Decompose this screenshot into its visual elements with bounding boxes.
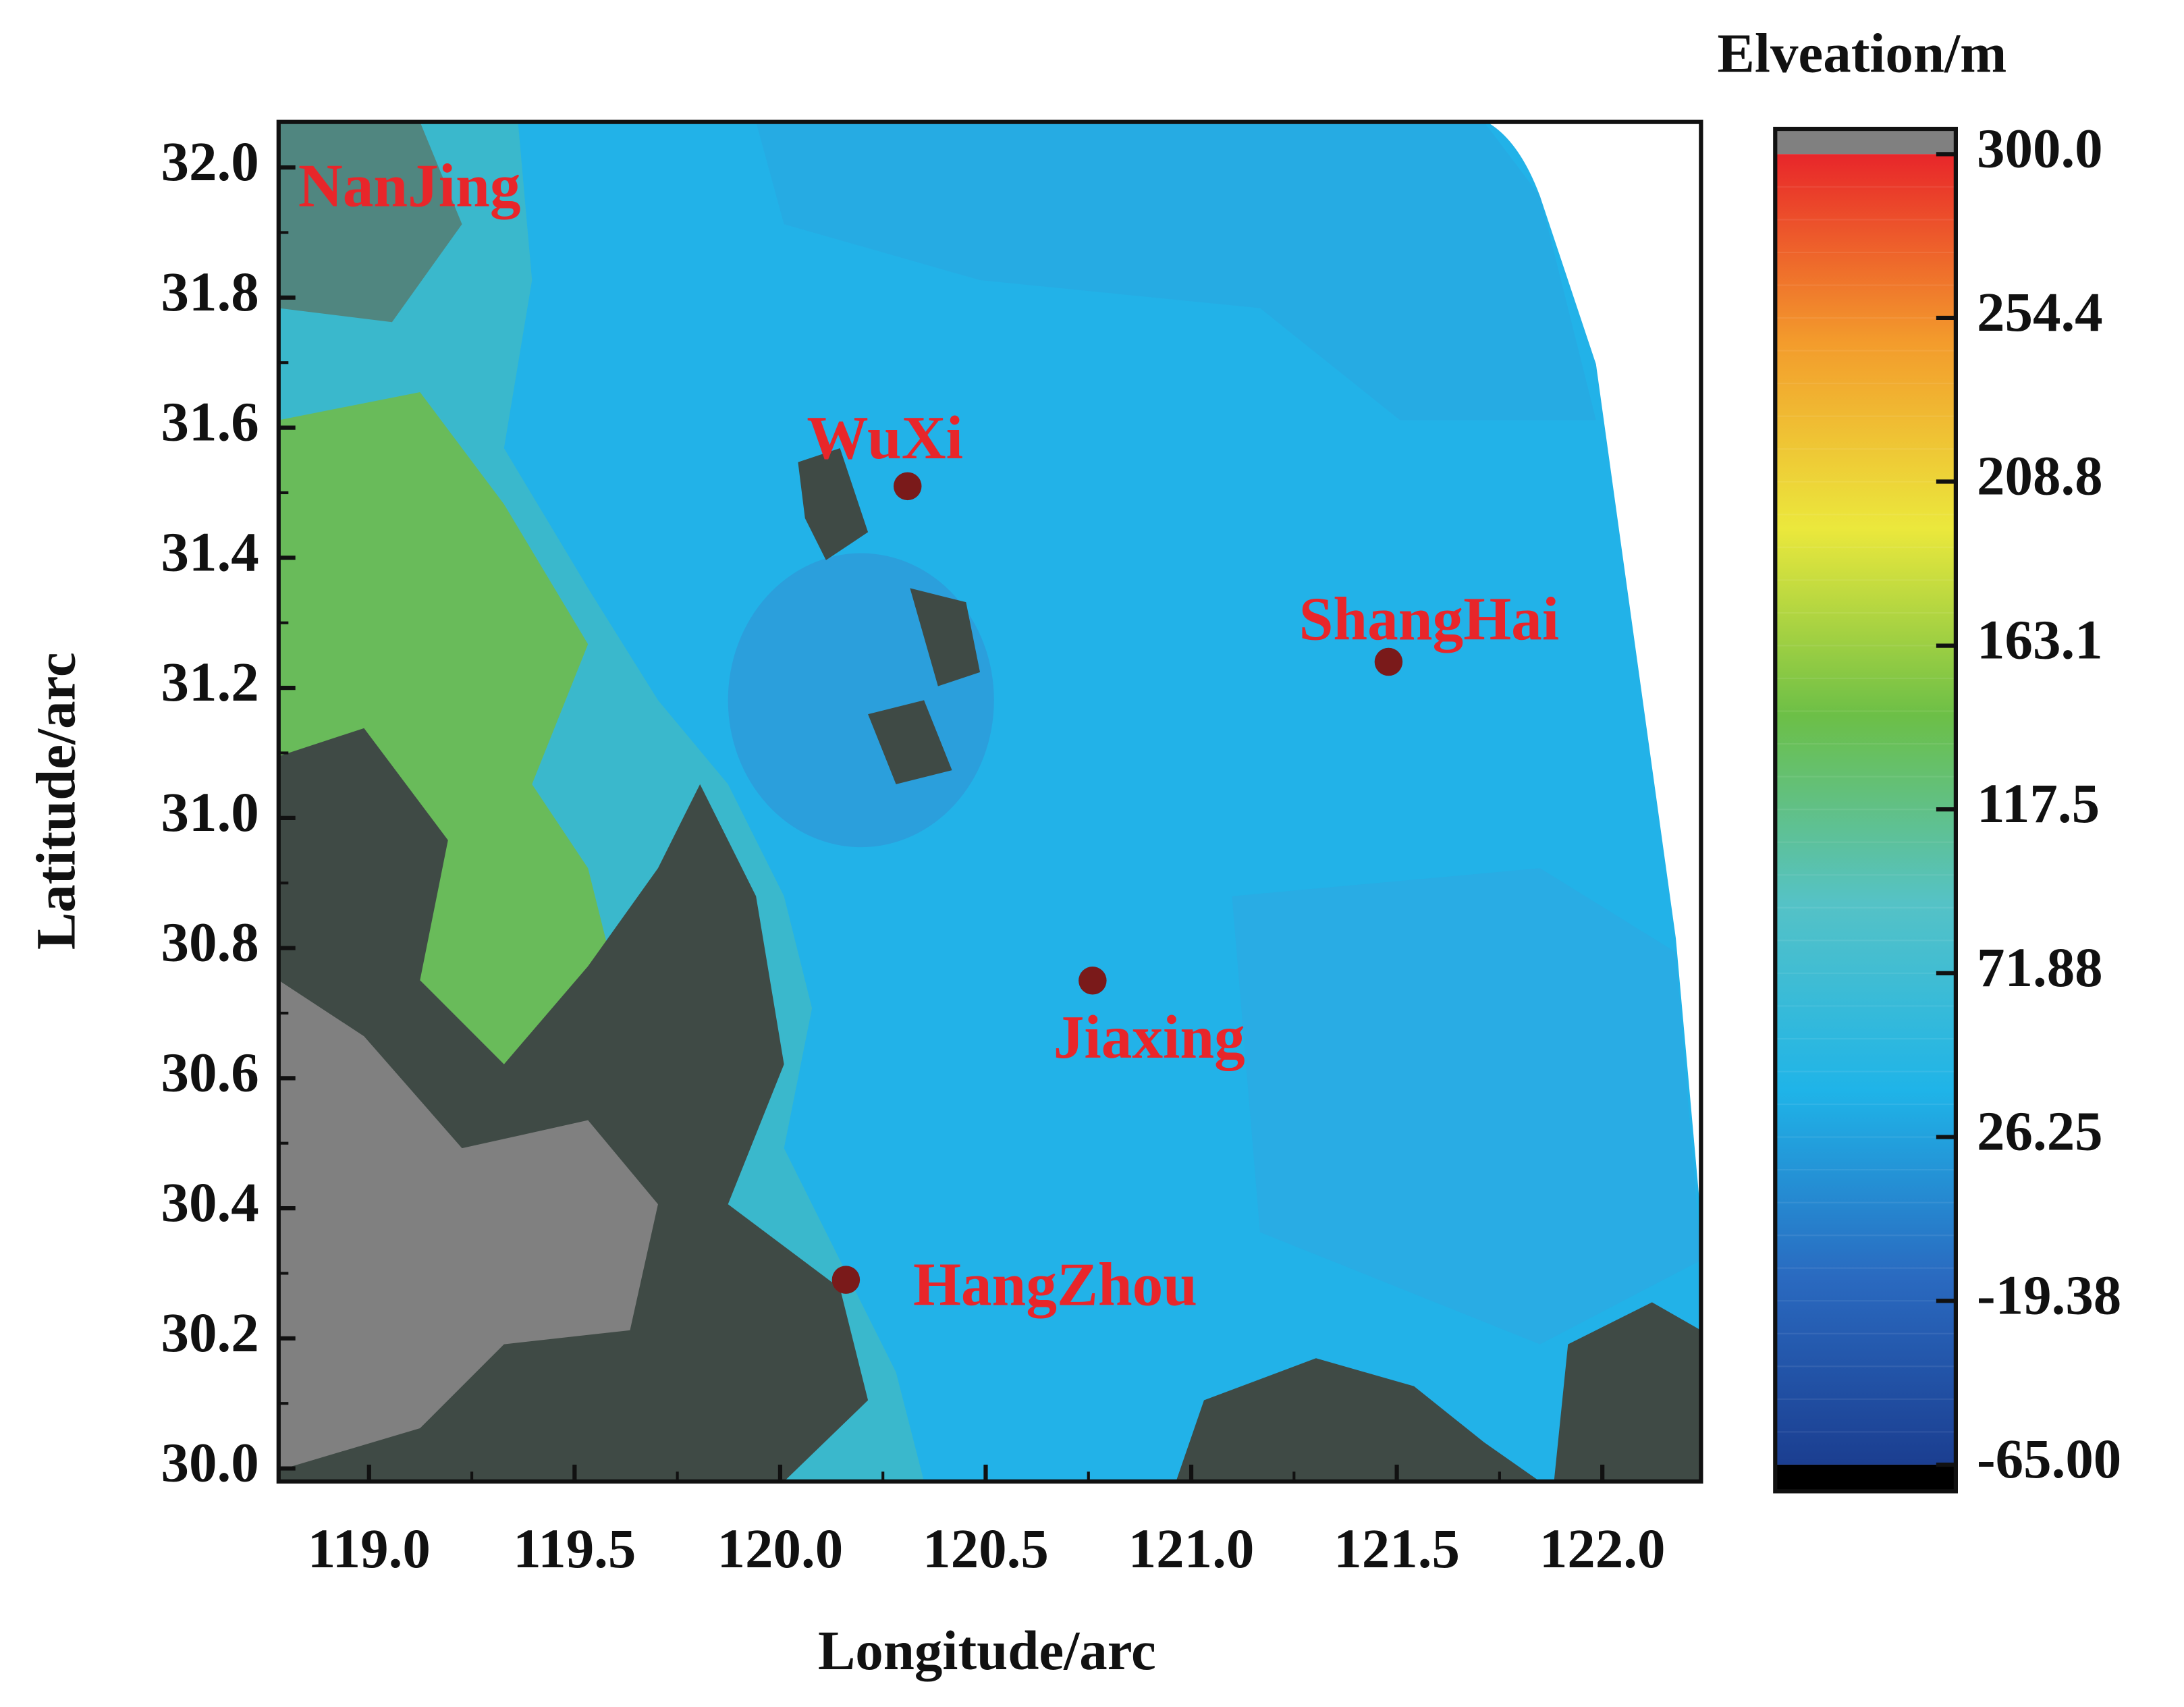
y-tick-label: 31.2	[161, 651, 259, 713]
x-tick-label: 121.0	[1128, 1517, 1255, 1579]
coastal-plain	[1232, 868, 1701, 1345]
colorbar-tick-label: 300.0	[1977, 117, 2103, 179]
x-tick-label: 119.5	[513, 1517, 636, 1579]
city-label: HangZhou	[913, 1251, 1197, 1319]
y-tick-label: 30.0	[161, 1432, 259, 1494]
city-marker	[831, 1266, 861, 1294]
city-marker	[1374, 647, 1403, 676]
river-plain	[756, 121, 1596, 421]
city-label: Jiaxing	[1054, 1003, 1245, 1071]
terrain	[278, 121, 1701, 1482]
colorbar-over	[1775, 129, 1956, 155]
colorbar-tick-label: 254.4	[1977, 281, 2103, 343]
x-tick-label: 121.5	[1334, 1517, 1460, 1579]
hill-patches	[798, 448, 981, 784]
city-label: NanJing	[298, 151, 521, 219]
x-tick-label: 120.0	[717, 1517, 844, 1579]
y-tick-label: 32.0	[161, 130, 259, 192]
colorbar-tick-label: 117.5	[1977, 772, 2100, 834]
city-label: ShangHai	[1299, 585, 1560, 653]
city-marker	[1079, 967, 1107, 995]
taihu-lake	[728, 553, 994, 848]
nanjing-hills	[278, 121, 462, 323]
colorbar	[1775, 154, 1956, 1465]
y-tick-label: 31.0	[161, 781, 259, 843]
colorbar-tick-label: 163.1	[1977, 609, 2103, 671]
city-label: WuXi	[807, 404, 963, 472]
colorbar-tick-label: 208.8	[1977, 445, 2103, 507]
colorbar-tick-label: -65.00	[1977, 1428, 2121, 1490]
colorbar-tick-label: 71.88	[1977, 936, 2103, 998]
y-tick-label: 31.4	[161, 520, 259, 582]
x-tick-label: 122.0	[1539, 1517, 1666, 1579]
plot-frame	[276, 119, 1703, 1484]
x-tick-label: 119.0	[308, 1517, 431, 1579]
colorbar-title: Elveation/m	[1718, 22, 2007, 84]
x-tick-label: 120.5	[923, 1517, 1049, 1579]
colorbar-under	[1775, 1464, 1956, 1492]
y-tick-label: 31.6	[161, 391, 259, 453]
high-ground	[278, 980, 658, 1471]
y-tick-label: 30.2	[161, 1301, 259, 1363]
islands	[1554, 1302, 1701, 1482]
colorbar-tick-label: -19.38	[1977, 1264, 2121, 1326]
y-tick-label: 31.8	[161, 261, 259, 323]
colorbar-tick-label: 26.25	[1977, 1100, 2103, 1162]
y-tick-label: 30.6	[161, 1041, 259, 1103]
x-axis-label: Longitude/arc	[818, 1619, 1156, 1681]
city-marker	[894, 472, 922, 501]
y-tick-label: 30.8	[161, 911, 259, 973]
y-tick-label: 30.4	[161, 1171, 259, 1233]
coastal-hills	[1176, 1358, 1540, 1482]
y-axis-label: Latitude/arc	[24, 652, 86, 950]
